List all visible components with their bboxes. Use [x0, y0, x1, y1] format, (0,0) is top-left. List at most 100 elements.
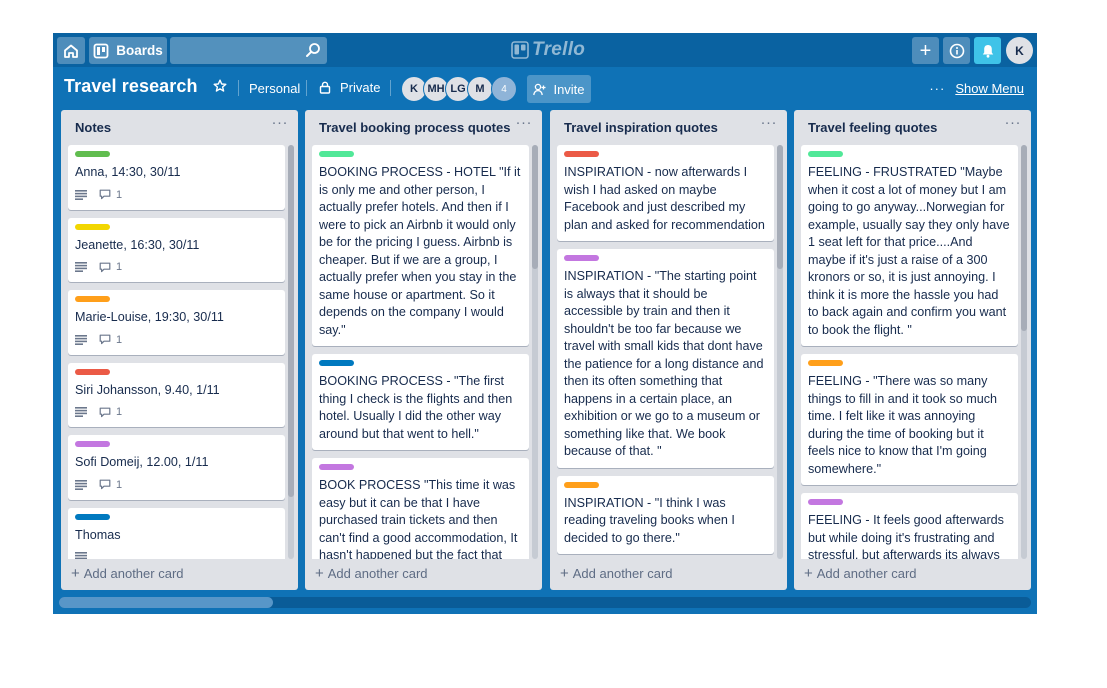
info-button[interactable] — [943, 37, 970, 64]
board-title[interactable]: Travel research — [64, 76, 198, 96]
list-scrollbar[interactable] — [532, 145, 538, 559]
card-label[interactable] — [319, 464, 354, 470]
card[interactable]: BOOK PROCESS "This time it was easy but … — [312, 458, 529, 559]
card-label[interactable] — [75, 296, 110, 302]
visibility-button[interactable]: Private — [319, 80, 380, 95]
card-badges: 1 — [75, 259, 278, 275]
add-card-button[interactable]: + Add another card — [804, 562, 917, 584]
card-label[interactable] — [808, 151, 843, 157]
home-button[interactable] — [57, 37, 85, 64]
trello-logo-icon — [511, 41, 529, 59]
bell-icon — [980, 43, 996, 59]
scrollbar-thumb[interactable] — [1021, 145, 1027, 331]
card-title: Sofi Domeij, 12.00, 1/11 — [75, 455, 209, 469]
card-label[interactable] — [75, 441, 110, 447]
card-label[interactable] — [319, 360, 354, 366]
card-label[interactable] — [808, 360, 843, 366]
card[interactable]: Sofi Domeij, 12.00, 1/11 1 — [68, 435, 285, 500]
description-icon — [75, 189, 87, 200]
card-title: Anna, 14:30, 30/11 — [75, 165, 181, 179]
add-card-button[interactable]: + Add another card — [71, 562, 184, 584]
scrollbar-thumb[interactable] — [288, 145, 294, 497]
board-horizontal-scrollbar[interactable] — [59, 597, 1031, 608]
search-input[interactable] — [170, 37, 327, 64]
card-label[interactable] — [564, 255, 599, 261]
card[interactable]: Anna, 14:30, 30/11 1 — [68, 145, 285, 210]
add-card-button[interactable]: + Add another card — [560, 562, 673, 584]
invite-label: Invite — [553, 81, 585, 97]
card[interactable]: BOOKING PROCESS - HOTEL "If it is only m… — [312, 145, 529, 346]
team-button[interactable]: Personal — [249, 81, 301, 96]
member-avatar[interactable]: M — [467, 76, 493, 102]
member-avatar[interactable]: LG — [445, 76, 471, 102]
search-icon — [305, 42, 321, 58]
card[interactable]: INSPIRATION - now afterwards I wish I ha… — [557, 145, 774, 241]
plus-icon: + — [919, 39, 932, 62]
card-badges — [75, 549, 278, 559]
card[interactable]: BOOKING PROCESS - "The first thing I che… — [312, 354, 529, 450]
list-travel-inspiration-quotes: Travel inspiration quotes ··· INSPIRATION … — [550, 110, 787, 590]
card-title: BOOK PROCESS "This time it was easy but … — [319, 478, 518, 559]
card-title: Siri Johansson, 9.40, 1/11 — [75, 382, 220, 397]
comment-badge: 1 — [99, 261, 122, 273]
boards-button[interactable]: Boards — [89, 37, 167, 64]
add-card-button[interactable]: + Add another card — [315, 562, 428, 584]
comment-badge: 1 — [99, 334, 122, 346]
list-title[interactable]: Travel booking process quotes — [319, 120, 511, 135]
card-label[interactable] — [75, 368, 110, 375]
card[interactable]: FEELING - "There was so many things to f… — [801, 354, 1018, 485]
list-scrollbar[interactable] — [777, 145, 783, 559]
notifications-button[interactable] — [974, 37, 1001, 64]
card-label[interactable] — [75, 513, 110, 520]
card[interactable]: FEELING - It feels good afterwards but w… — [801, 493, 1018, 559]
card-title: INSPIRATION - "The starting point is alw… — [564, 269, 764, 458]
card-title: Marie-Louise, 19:30, 30/11 — [75, 310, 224, 324]
list-menu-icon[interactable]: ··· — [760, 114, 777, 131]
invite-button[interactable]: Invite — [527, 75, 591, 103]
plus-icon: + — [560, 564, 569, 582]
card[interactable]: INSPIRATION - "The starting point is alw… — [557, 249, 774, 468]
add-person-icon — [533, 83, 546, 96]
star-icon[interactable] — [213, 79, 227, 93]
description-icon — [75, 262, 87, 272]
scrollbar-thumb[interactable] — [532, 145, 538, 269]
description-icon — [75, 407, 87, 417]
list-title[interactable]: Notes — [75, 120, 112, 135]
member-count[interactable]: 4 — [491, 76, 517, 102]
list-menu-icon[interactable]: ··· — [271, 114, 288, 131]
member-avatar[interactable]: MH — [423, 76, 449, 102]
create-button[interactable]: + — [912, 37, 939, 64]
card[interactable]: Siri Johansson, 9.40, 1/11 1 — [68, 362, 285, 427]
card[interactable]: Marie-Louise, 19:30, 30/11 1 — [68, 290, 285, 355]
list-title[interactable]: Travel feeling quotes — [808, 120, 938, 135]
card[interactable]: Jeanette, 16:30, 30/11 1 — [68, 217, 285, 282]
boards-icon — [93, 43, 109, 59]
card[interactable]: INSPIRATION - "I think I was reading tra… — [557, 475, 774, 554]
card-badges: 1 — [75, 477, 278, 493]
list-scrollbar[interactable] — [288, 145, 294, 559]
card-label[interactable] — [319, 151, 354, 157]
card-label[interactable] — [564, 151, 599, 157]
add-card-label: Add another card — [572, 565, 673, 581]
list-menu-icon[interactable]: ··· — [1004, 114, 1021, 131]
trello-logo[interactable]: Trello — [511, 39, 585, 61]
card-label[interactable] — [75, 151, 110, 157]
card[interactable]: Thomas — [68, 507, 285, 559]
member-avatar[interactable]: K — [1006, 37, 1033, 64]
show-menu-label: Show Menu — [955, 81, 1024, 96]
trello-app: Boards Trello + K Travel res — [53, 33, 1037, 614]
scrollbar-thumb[interactable] — [777, 145, 783, 269]
visibility-label: Private — [340, 80, 381, 95]
card-label[interactable] — [564, 481, 599, 488]
card-title: FEELING - It feels good afterwards but w… — [808, 513, 1004, 559]
card-title: FEELING - "There was so many things to f… — [808, 374, 998, 476]
scrollbar-thumb[interactable] — [59, 597, 273, 608]
list-scrollbar[interactable] — [1021, 145, 1027, 559]
list-title[interactable]: Travel inspiration quotes — [564, 120, 718, 135]
card-label[interactable] — [75, 223, 110, 230]
show-menu-button[interactable]: ··· Show Menu — [929, 81, 1024, 96]
logo-text: Trello — [532, 39, 586, 60]
list-menu-icon[interactable]: ··· — [515, 114, 532, 131]
card[interactable]: FEELING - FRUSTRATED "Maybe when it cost… — [801, 145, 1018, 346]
card-label[interactable] — [808, 499, 843, 505]
